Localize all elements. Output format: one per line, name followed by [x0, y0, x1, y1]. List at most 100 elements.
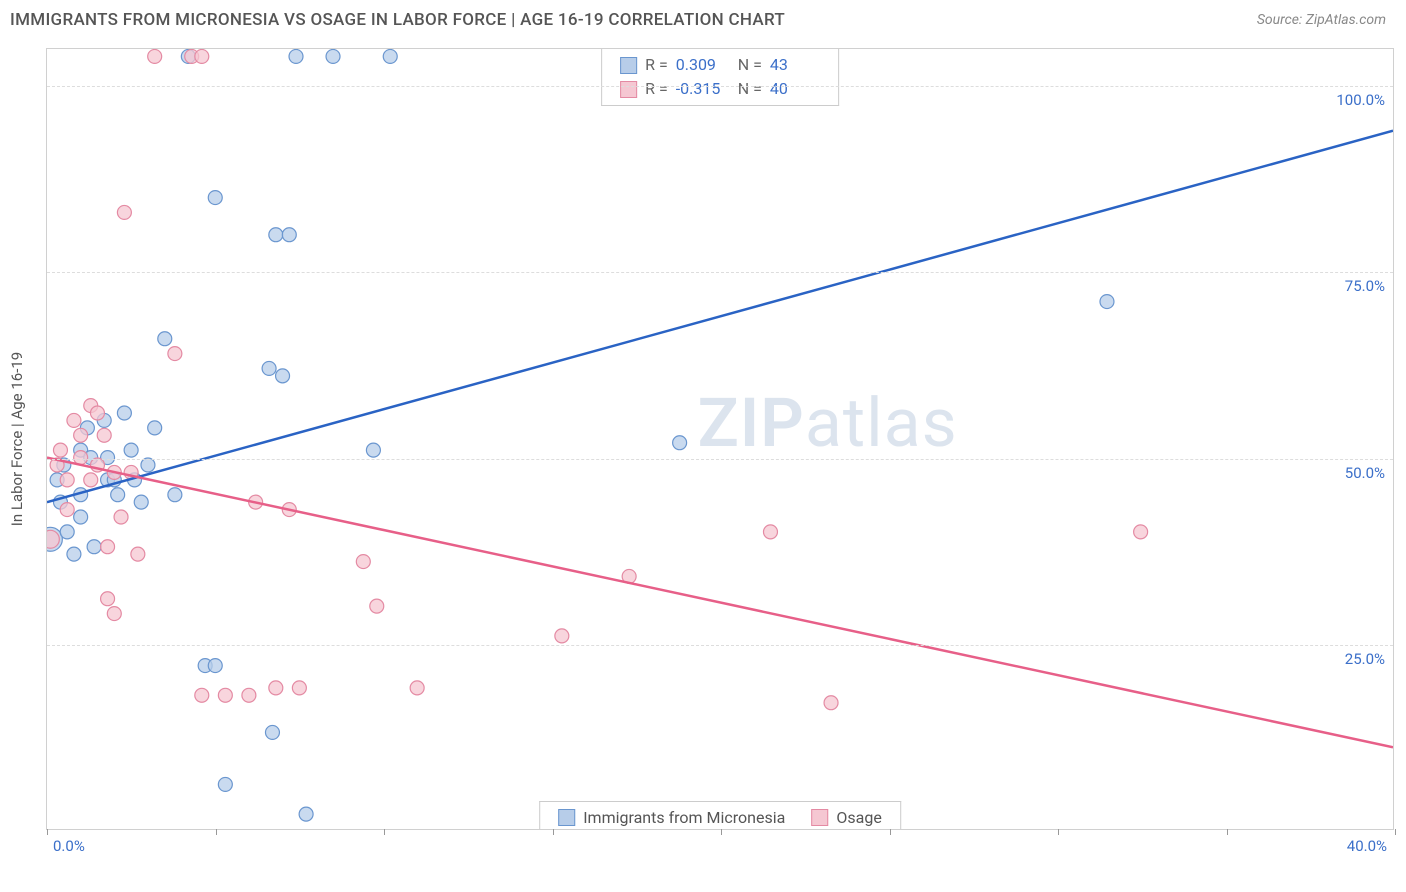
- scatter-point: [1100, 295, 1114, 309]
- r-label: R =: [645, 77, 668, 101]
- scatter-point: [90, 406, 104, 420]
- chart-title: IMMIGRANTS FROM MICRONESIA VS OSAGE IN L…: [10, 10, 785, 30]
- scatter-point: [158, 332, 172, 346]
- legend-item-series2: Osage: [811, 808, 881, 827]
- scatter-point: [60, 525, 74, 539]
- legend-swatch-2: [811, 809, 828, 826]
- scatter-point: [168, 347, 182, 361]
- n-value-1: 43: [770, 53, 820, 77]
- scatter-point: [67, 413, 81, 427]
- y-tick-label: 25.0%: [1345, 650, 1385, 668]
- source-attribution: Source: ZipAtlas.com: [1257, 12, 1386, 28]
- scatter-point: [87, 540, 101, 554]
- scatter-point: [74, 451, 88, 465]
- x-tick: [1058, 829, 1059, 835]
- scatter-point: [114, 510, 128, 524]
- scatter-point: [107, 607, 121, 621]
- scatter-point: [195, 49, 209, 63]
- n-value-2: 40: [770, 77, 820, 101]
- scatter-point: [74, 428, 88, 442]
- x-tick: [553, 829, 554, 835]
- x-tick-label: 40.0%: [1347, 837, 1387, 855]
- scatter-point: [269, 228, 283, 242]
- r-label: R =: [645, 53, 668, 77]
- scatter-point: [124, 443, 138, 457]
- swatch-series1: [620, 57, 637, 74]
- scatter-point: [242, 688, 256, 702]
- trend-line: [47, 458, 1393, 748]
- scatter-point: [84, 473, 98, 487]
- x-tick: [721, 829, 722, 835]
- gridline: [47, 459, 1393, 460]
- gridline: [47, 645, 1393, 646]
- r-value-1: 0.309: [676, 53, 726, 77]
- scatter-point: [276, 369, 290, 383]
- scatter-point: [148, 49, 162, 63]
- trend-line: [47, 131, 1393, 502]
- scatter-point: [168, 488, 182, 502]
- y-axis-label: In Labor Force | Age 16-19: [8, 352, 26, 526]
- scatter-point: [299, 807, 313, 821]
- stats-row-series2: R = -0.315 N = 40: [620, 77, 820, 101]
- legend-swatch-1: [558, 809, 575, 826]
- scatter-point: [208, 191, 222, 205]
- scatter-point: [555, 629, 569, 643]
- scatter-point: [289, 49, 303, 63]
- scatter-point: [292, 681, 306, 695]
- y-tick-label: 75.0%: [1345, 277, 1385, 295]
- n-label: N =: [734, 77, 762, 101]
- swatch-series2: [620, 81, 637, 98]
- bottom-legend: Immigrants from Micronesia Osage: [539, 801, 901, 829]
- x-tick: [1227, 829, 1228, 835]
- scatter-point: [269, 681, 283, 695]
- stats-row-series1: R = 0.309 N = 43: [620, 53, 820, 77]
- scatter-point: [47, 530, 59, 548]
- scatter-point: [53, 443, 67, 457]
- scatter-point: [60, 503, 74, 517]
- scatter-point: [673, 436, 687, 450]
- scatter-point: [117, 205, 131, 219]
- plot-area: [47, 49, 1393, 829]
- x-tick: [384, 829, 385, 835]
- legend-item-series1: Immigrants from Micronesia: [558, 808, 785, 827]
- scatter-point: [218, 688, 232, 702]
- x-tick-label: 0.0%: [53, 837, 85, 855]
- scatter-svg: [47, 49, 1393, 829]
- chart-header: IMMIGRANTS FROM MICRONESIA VS OSAGE IN L…: [0, 0, 1406, 38]
- scatter-point: [134, 495, 148, 509]
- scatter-point: [1134, 525, 1148, 539]
- scatter-point: [97, 428, 111, 442]
- scatter-point: [74, 510, 88, 524]
- scatter-point: [218, 777, 232, 791]
- x-tick: [47, 829, 48, 835]
- scatter-point: [824, 696, 838, 710]
- scatter-point: [763, 525, 777, 539]
- scatter-point: [265, 725, 279, 739]
- scatter-point: [383, 49, 397, 63]
- scatter-point: [366, 443, 380, 457]
- scatter-point: [370, 599, 384, 613]
- x-tick: [890, 829, 891, 835]
- scatter-point: [101, 592, 115, 606]
- gridline: [47, 272, 1393, 273]
- scatter-point: [262, 361, 276, 375]
- scatter-point: [101, 540, 115, 554]
- gridline: [47, 86, 1393, 87]
- scatter-point: [67, 547, 81, 561]
- scatter-point: [195, 688, 209, 702]
- n-label: N =: [734, 53, 762, 77]
- r-value-2: -0.315: [676, 77, 726, 101]
- scatter-point: [148, 421, 162, 435]
- scatter-point: [208, 659, 222, 673]
- scatter-point: [141, 458, 155, 472]
- scatter-point: [117, 406, 131, 420]
- y-tick-label: 100.0%: [1336, 91, 1385, 109]
- scatter-point: [60, 473, 74, 487]
- x-tick: [216, 829, 217, 835]
- scatter-point: [282, 228, 296, 242]
- scatter-point: [356, 555, 370, 569]
- chart-container: In Labor Force | Age 16-19 ZIPatlas R = …: [46, 48, 1394, 830]
- scatter-point: [131, 547, 145, 561]
- scatter-point: [111, 488, 125, 502]
- correlation-stats-box: R = 0.309 N = 43 R = -0.315 N = 40: [601, 49, 839, 106]
